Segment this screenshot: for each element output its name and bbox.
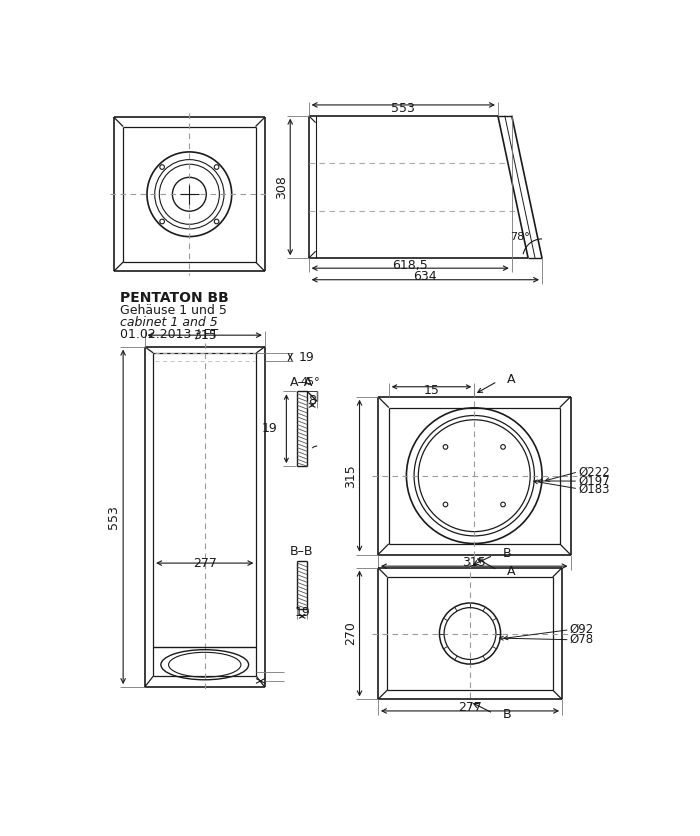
Text: 277: 277 [193, 557, 217, 569]
Text: 8: 8 [308, 394, 316, 407]
Text: 19: 19 [299, 350, 314, 364]
Text: 618,5: 618,5 [392, 258, 428, 272]
Text: 270: 270 [344, 622, 357, 645]
Text: 553: 553 [107, 505, 120, 529]
Text: B: B [503, 708, 511, 721]
Text: 308: 308 [275, 175, 288, 199]
Text: 315: 315 [463, 556, 486, 568]
Text: A: A [507, 374, 515, 386]
Text: 15: 15 [424, 384, 440, 397]
Text: 315: 315 [193, 329, 216, 342]
Text: Ø78: Ø78 [570, 633, 594, 646]
Text: Gehäuse 1 und 5: Gehäuse 1 und 5 [120, 304, 227, 318]
Text: cabinet 1 and 5: cabinet 1 and 5 [120, 316, 218, 329]
Text: 553: 553 [391, 101, 415, 115]
Text: 01.02.2013 / FT: 01.02.2013 / FT [120, 328, 218, 340]
Text: 19: 19 [294, 606, 310, 619]
Text: B–B: B–B [290, 545, 313, 558]
Text: B: B [503, 548, 511, 560]
Text: 315: 315 [344, 464, 357, 487]
Text: Ø92: Ø92 [570, 623, 594, 636]
Text: 277: 277 [458, 701, 482, 714]
Text: 45°: 45° [300, 377, 320, 387]
Text: Ø222: Ø222 [578, 466, 610, 478]
Text: 634: 634 [414, 270, 438, 283]
Text: 19: 19 [262, 422, 278, 436]
Text: A–A: A–A [290, 375, 313, 389]
Text: Ø183: Ø183 [578, 482, 610, 495]
Text: A: A [507, 565, 515, 578]
Text: Ø197: Ø197 [578, 475, 610, 487]
Text: 78°: 78° [510, 232, 531, 242]
Text: PENTATON BB: PENTATON BB [120, 291, 229, 305]
